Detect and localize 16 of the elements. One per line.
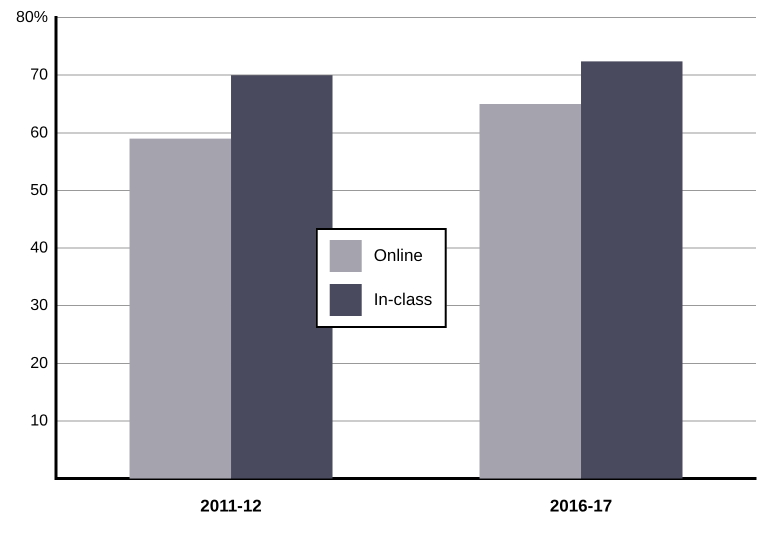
x-tick-label: 2011-12	[200, 496, 262, 516]
y-tick-label: 50	[30, 182, 48, 199]
bar	[130, 138, 232, 479]
y-tick-label: 80%	[16, 9, 48, 26]
y-tick-label: 40	[30, 240, 48, 257]
bar	[231, 75, 333, 479]
y-tick-label: 70	[30, 66, 48, 84]
y-tick-label: 20	[30, 354, 48, 372]
bar	[581, 61, 683, 479]
y-tick-label: 30	[30, 297, 48, 314]
y-tick-label: 10	[30, 412, 48, 430]
bar	[480, 104, 582, 479]
y-tick-label: 60	[30, 124, 48, 142]
x-tick-label: 2016-17	[550, 496, 612, 516]
legend-label: In-class	[374, 290, 432, 310]
legend-label: Online	[374, 246, 423, 266]
